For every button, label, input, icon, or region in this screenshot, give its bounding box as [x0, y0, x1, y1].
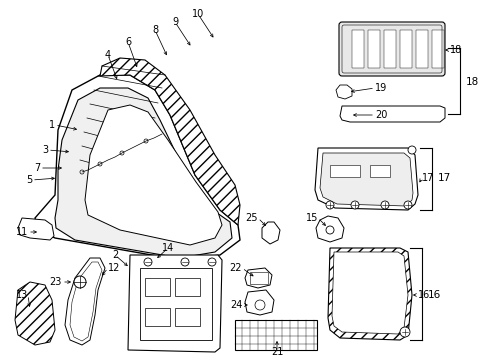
- Text: 24: 24: [230, 300, 243, 310]
- Polygon shape: [244, 268, 271, 288]
- Text: 7: 7: [34, 163, 40, 173]
- Circle shape: [403, 201, 411, 209]
- Circle shape: [143, 139, 148, 143]
- Bar: [175, 278, 200, 296]
- Polygon shape: [55, 88, 231, 258]
- Text: 22: 22: [229, 263, 242, 273]
- Bar: [367, 30, 379, 68]
- Bar: [175, 308, 200, 326]
- Circle shape: [325, 226, 333, 234]
- Text: 18: 18: [449, 45, 461, 55]
- Polygon shape: [319, 153, 412, 206]
- Bar: [145, 308, 170, 326]
- Text: 17: 17: [437, 173, 450, 183]
- Polygon shape: [314, 148, 417, 210]
- Text: 14: 14: [162, 243, 174, 253]
- Text: 1: 1: [49, 120, 55, 130]
- Text: 11: 11: [16, 227, 28, 237]
- Bar: [415, 30, 427, 68]
- Circle shape: [399, 327, 409, 337]
- Bar: [351, 30, 363, 68]
- Text: 4: 4: [105, 50, 111, 60]
- Text: 5: 5: [26, 175, 32, 185]
- Text: 8: 8: [152, 25, 158, 35]
- Circle shape: [325, 201, 333, 209]
- Bar: [431, 30, 443, 68]
- Polygon shape: [315, 216, 343, 242]
- Polygon shape: [70, 262, 102, 341]
- Polygon shape: [244, 290, 273, 315]
- Polygon shape: [335, 85, 351, 99]
- Bar: [249, 272, 267, 284]
- Circle shape: [120, 151, 124, 155]
- Circle shape: [143, 258, 152, 266]
- Polygon shape: [15, 282, 55, 345]
- Polygon shape: [339, 106, 444, 122]
- Circle shape: [350, 201, 358, 209]
- Polygon shape: [128, 255, 222, 352]
- Text: 18: 18: [465, 77, 478, 87]
- Text: 9: 9: [172, 17, 178, 27]
- Text: 16: 16: [417, 290, 429, 300]
- Circle shape: [74, 276, 86, 288]
- Circle shape: [380, 201, 388, 209]
- Bar: [235, 320, 316, 350]
- Text: 19: 19: [374, 83, 386, 93]
- Text: 15: 15: [305, 213, 317, 223]
- Text: 16: 16: [427, 290, 440, 300]
- Text: 10: 10: [191, 9, 203, 19]
- Polygon shape: [18, 218, 54, 240]
- Bar: [399, 30, 411, 68]
- Circle shape: [181, 258, 189, 266]
- Polygon shape: [262, 222, 280, 244]
- Circle shape: [254, 300, 264, 310]
- Circle shape: [207, 258, 216, 266]
- Polygon shape: [100, 58, 240, 225]
- Text: 21: 21: [270, 347, 283, 357]
- Polygon shape: [331, 252, 407, 334]
- Text: 2: 2: [112, 250, 118, 260]
- Bar: [140, 268, 212, 340]
- Bar: [369, 165, 389, 177]
- Text: 3: 3: [42, 145, 48, 155]
- FancyBboxPatch shape: [338, 22, 444, 76]
- Circle shape: [407, 146, 415, 154]
- Polygon shape: [85, 105, 222, 245]
- Text: 6: 6: [124, 37, 131, 47]
- Text: 13: 13: [16, 290, 28, 300]
- Circle shape: [98, 162, 102, 166]
- Polygon shape: [35, 75, 240, 260]
- Circle shape: [80, 170, 84, 174]
- Polygon shape: [65, 258, 105, 345]
- Bar: [383, 30, 395, 68]
- Text: 20: 20: [374, 110, 386, 120]
- Text: 17: 17: [421, 173, 433, 183]
- Text: 25: 25: [245, 213, 258, 223]
- Text: 12: 12: [108, 263, 120, 273]
- Bar: [145, 278, 170, 296]
- Bar: [329, 165, 359, 177]
- Text: 23: 23: [49, 277, 62, 287]
- Polygon shape: [327, 248, 411, 340]
